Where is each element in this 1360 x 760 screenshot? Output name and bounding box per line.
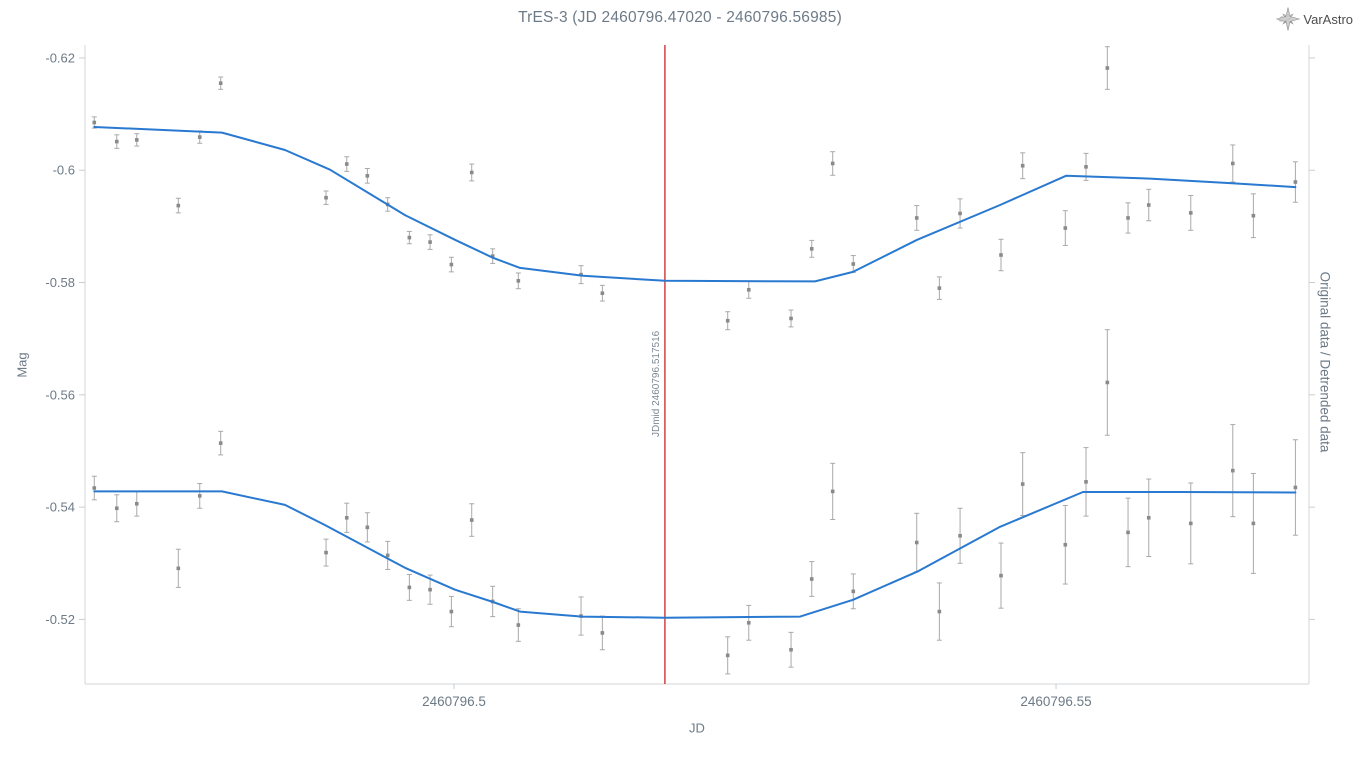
series-detrended [91, 329, 1298, 675]
data-point [516, 623, 521, 627]
data-point [809, 577, 814, 581]
right-axis-title: Original data / Detrended data [1317, 271, 1333, 453]
data-point [937, 286, 942, 290]
data-point [134, 501, 139, 506]
data-point [1063, 226, 1068, 230]
data-point [999, 573, 1003, 578]
data-point [344, 515, 349, 520]
data-point [725, 653, 730, 658]
data-point [851, 262, 856, 266]
data-point [1188, 521, 1193, 526]
series-original [91, 46, 1298, 331]
data-point [1251, 521, 1256, 526]
data-point [197, 135, 202, 139]
varastro-logo[interactable]: VarAstro [1276, 7, 1353, 31]
data-point [407, 235, 412, 240]
data-point [600, 291, 605, 295]
data-point [1188, 211, 1193, 215]
data-point [134, 138, 139, 142]
data-point [324, 195, 328, 200]
data-point [999, 253, 1003, 257]
data-point [958, 533, 962, 538]
data-point [1126, 216, 1130, 220]
data-point [914, 540, 919, 545]
data-point [830, 161, 835, 166]
compass-star-icon [1276, 7, 1301, 31]
y-tick-label: -0.54 [45, 500, 75, 515]
data-point [1293, 485, 1298, 490]
data-point [490, 254, 495, 258]
data-point [218, 441, 223, 445]
data-point [407, 585, 412, 590]
data-point [114, 506, 119, 511]
y-tick-label: -0.56 [45, 387, 75, 402]
data-point [1020, 482, 1025, 486]
data-point [1230, 468, 1235, 473]
model-line [93, 490, 1297, 619]
data-point [1126, 530, 1130, 535]
data-point [218, 81, 223, 85]
jd-midline-label: JDmid 2460796.517516 [651, 330, 662, 437]
data-point [428, 587, 432, 592]
data-point [958, 211, 962, 216]
x-tick-label: 2460796.5 [422, 694, 486, 709]
y-axis-title: Mag [14, 352, 30, 378]
data-point [1063, 542, 1068, 547]
data-point [1105, 380, 1110, 385]
data-point [469, 170, 474, 175]
data-point [809, 247, 814, 251]
data-point [1084, 480, 1088, 484]
data-point [92, 486, 97, 490]
data-point [324, 550, 328, 555]
data-point [1146, 515, 1151, 520]
x-axis-title: JD [689, 720, 705, 736]
data-point [914, 216, 919, 220]
data-point [176, 566, 181, 571]
data-point [197, 494, 202, 498]
data-point [385, 553, 390, 558]
data-point [469, 518, 474, 522]
y-tick-label: -0.6 [53, 163, 75, 178]
data-point [1293, 180, 1298, 184]
y-tick-label: -0.52 [45, 612, 75, 627]
data-point [176, 203, 181, 208]
data-point [114, 139, 119, 144]
data-point [1020, 163, 1025, 168]
data-point [937, 609, 942, 614]
data-point [516, 279, 521, 283]
varastro-logo-text: VarAstro [1303, 11, 1353, 27]
data-point [92, 120, 97, 125]
data-point [1084, 165, 1088, 169]
chart-title: TrES-3 (JD 2460796.47020 - 2460796.56985… [518, 9, 842, 26]
jd-midline-group: JDmid 2460796.517516 [651, 45, 666, 684]
data-point [851, 589, 856, 594]
model-line [93, 126, 1297, 283]
data-point [789, 647, 793, 652]
x-tick-label: 2460796.55 [1020, 694, 1091, 709]
data-point [1230, 161, 1235, 166]
y-tick-label: -0.58 [45, 275, 75, 290]
data-point [1105, 66, 1110, 70]
data-point [365, 174, 370, 178]
data-point [1146, 203, 1151, 207]
data-point [1251, 213, 1256, 218]
data-point [746, 620, 751, 625]
data-point [789, 316, 793, 321]
data-point [830, 489, 835, 494]
data-point [449, 609, 454, 614]
data-point [344, 162, 349, 166]
data-point [365, 525, 370, 530]
axes: -0.62 -0.6 -0.58 -0.56 -0.54 -0.52 2460796.5 24… [45, 45, 1315, 709]
data-point [428, 240, 432, 244]
data-point [746, 288, 751, 292]
data-point [449, 262, 454, 267]
y-tick-label: -0.62 [45, 50, 75, 65]
data-point [600, 631, 605, 635]
data-point [725, 318, 730, 323]
